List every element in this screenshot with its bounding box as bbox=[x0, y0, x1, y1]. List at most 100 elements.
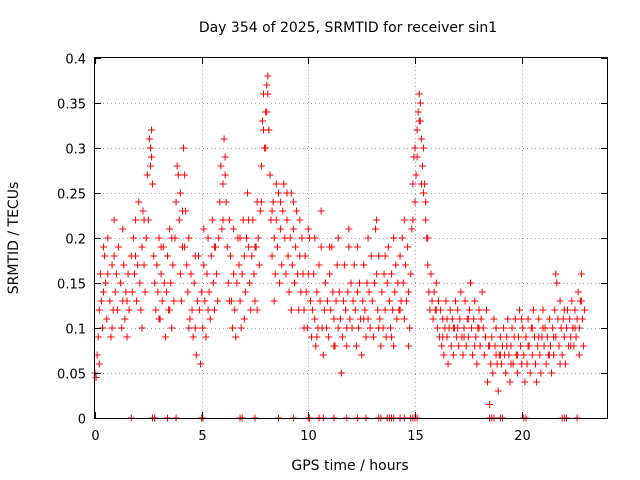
data-point bbox=[560, 333, 568, 341]
data-point bbox=[290, 279, 298, 287]
data-point bbox=[354, 324, 362, 332]
data-point bbox=[528, 324, 536, 332]
data-point bbox=[432, 279, 440, 287]
data-point bbox=[322, 324, 330, 332]
data-point bbox=[216, 198, 224, 206]
data-point bbox=[200, 261, 208, 269]
data-point bbox=[270, 234, 278, 242]
data-point bbox=[532, 360, 540, 368]
data-point bbox=[197, 360, 205, 368]
data-point bbox=[537, 369, 545, 377]
data-point bbox=[320, 306, 328, 314]
data-point bbox=[219, 216, 227, 224]
x-tick-label: 10 bbox=[300, 429, 317, 444]
data-point bbox=[464, 315, 472, 323]
data-point bbox=[362, 333, 370, 341]
data-point bbox=[201, 297, 209, 305]
data-point bbox=[578, 315, 586, 323]
data-point bbox=[577, 270, 585, 278]
data-point bbox=[164, 252, 172, 260]
data-point bbox=[452, 297, 460, 305]
data-point bbox=[316, 297, 324, 305]
data-point bbox=[296, 216, 304, 224]
data-point bbox=[221, 153, 229, 161]
data-point bbox=[253, 306, 261, 314]
data-point bbox=[477, 315, 485, 323]
data-point bbox=[140, 216, 148, 224]
data-point bbox=[273, 243, 281, 251]
data-point bbox=[449, 351, 457, 359]
data-point bbox=[399, 279, 407, 287]
data-point bbox=[429, 315, 437, 323]
data-point bbox=[326, 243, 334, 251]
data-point bbox=[107, 333, 115, 341]
data-point bbox=[392, 261, 400, 269]
data-point bbox=[173, 162, 181, 170]
data-point bbox=[376, 315, 384, 323]
data-point bbox=[214, 297, 222, 305]
data-point bbox=[516, 306, 524, 314]
data-point bbox=[447, 342, 455, 350]
data-point bbox=[310, 270, 318, 278]
data-point bbox=[256, 207, 264, 215]
data-point bbox=[177, 297, 185, 305]
data-point bbox=[192, 351, 200, 359]
data-point bbox=[449, 324, 457, 332]
data-point bbox=[460, 333, 468, 341]
data-point bbox=[309, 306, 317, 314]
data-point bbox=[488, 333, 496, 341]
data-point bbox=[326, 270, 334, 278]
data-point bbox=[559, 315, 567, 323]
data-point bbox=[411, 198, 419, 206]
data-point bbox=[119, 225, 127, 233]
x-axis-label: GPS time / hours bbox=[291, 458, 408, 474]
data-point bbox=[133, 297, 141, 305]
data-point bbox=[396, 252, 404, 260]
data-point bbox=[358, 351, 366, 359]
data-point bbox=[213, 270, 221, 278]
data-point bbox=[373, 270, 381, 278]
data-point bbox=[420, 144, 428, 152]
data-point bbox=[456, 315, 464, 323]
axis-ticks bbox=[95, 58, 607, 419]
data-point bbox=[324, 297, 332, 305]
data-point bbox=[200, 225, 208, 233]
data-point bbox=[567, 342, 575, 350]
data-point bbox=[471, 342, 479, 350]
data-point bbox=[427, 270, 435, 278]
data-point bbox=[539, 306, 547, 314]
data-point bbox=[462, 342, 470, 350]
data-point bbox=[191, 324, 199, 332]
data-point bbox=[566, 315, 574, 323]
y-axis-label: SRMTID / TECUs bbox=[6, 182, 22, 295]
data-point bbox=[535, 315, 543, 323]
data-point bbox=[141, 288, 149, 296]
data-point bbox=[158, 297, 166, 305]
data-point bbox=[574, 288, 582, 296]
y-tick-label: 0.05 bbox=[57, 368, 86, 383]
data-point bbox=[284, 252, 292, 260]
data-point bbox=[365, 288, 373, 296]
data-point bbox=[117, 279, 125, 287]
data-point bbox=[251, 297, 259, 305]
data-point bbox=[92, 374, 100, 381]
data-point bbox=[162, 288, 170, 296]
data-point bbox=[508, 324, 516, 332]
data-point bbox=[345, 225, 353, 233]
data-point bbox=[352, 342, 360, 350]
data-point bbox=[317, 207, 325, 215]
data-point bbox=[503, 333, 511, 341]
data-point bbox=[360, 315, 368, 323]
data-point bbox=[414, 108, 422, 116]
data-point bbox=[472, 333, 480, 341]
x-tick-label: 15 bbox=[407, 429, 424, 444]
data-point bbox=[428, 297, 436, 305]
data-point bbox=[340, 297, 348, 305]
data-point bbox=[224, 279, 232, 287]
data-point bbox=[152, 306, 160, 314]
data-point bbox=[381, 306, 389, 314]
data-point bbox=[245, 216, 253, 224]
data-point bbox=[202, 333, 210, 341]
data-point bbox=[524, 342, 532, 350]
